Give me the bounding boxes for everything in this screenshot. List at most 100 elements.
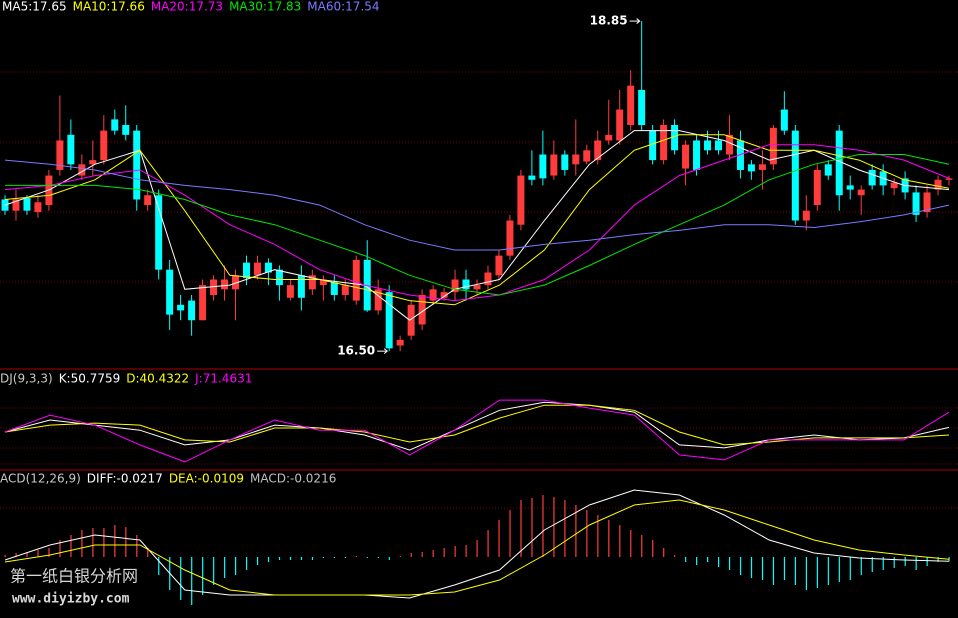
candle-body [199, 285, 207, 321]
candle-body [188, 300, 196, 321]
macd-bar [70, 535, 72, 557]
macd-bar [498, 520, 500, 557]
macd-bar [685, 557, 687, 562]
candle-body [232, 275, 240, 290]
macd-bar [849, 557, 851, 580]
candle-body [923, 192, 931, 213]
macd-bar [860, 557, 862, 575]
candle-body [56, 140, 64, 170]
candle-body [791, 130, 799, 221]
macd-bar [311, 557, 314, 560]
candle-body [638, 89, 646, 126]
macd-bar [948, 557, 950, 562]
macd-bar [344, 557, 346, 558]
macd-bar [289, 557, 292, 560]
watermark-title: 第一纸白银分析网 [10, 567, 138, 586]
candle-body [374, 289, 382, 311]
macd-bar [871, 557, 873, 572]
macd-bar [410, 553, 412, 557]
macd-bar [158, 557, 160, 575]
extreme-label: 18.85 [590, 14, 628, 28]
candle-body [23, 198, 31, 211]
legend-entry: K:50.7759 [59, 372, 121, 386]
macd-bar [465, 545, 467, 557]
macd-bar [147, 548, 149, 557]
macd-bar [520, 500, 522, 557]
macd-bar [904, 557, 906, 566]
candle-body [934, 179, 942, 190]
candle-body [714, 140, 722, 151]
macd-bar [432, 550, 434, 557]
macd-bar [256, 557, 259, 565]
macd-bar [674, 555, 676, 557]
candle-body [517, 175, 525, 225]
macd-bar [213, 557, 215, 585]
candle-body [605, 134, 613, 141]
line [4, 159, 950, 251]
macd-bar [92, 528, 94, 557]
candle-body [89, 160, 97, 165]
candle-body [100, 130, 108, 161]
candle-body [583, 150, 591, 162]
candle-body [561, 154, 569, 170]
line [4, 130, 950, 321]
candle-body [363, 259, 371, 311]
macd-bar [125, 527, 127, 557]
macd-bar [586, 510, 588, 557]
macd-bar [103, 528, 105, 557]
macd-bar [388, 557, 390, 560]
candle-body [649, 130, 657, 161]
macd-bar [191, 557, 193, 605]
candle-body [352, 259, 360, 301]
extreme-arrow-head [383, 348, 388, 355]
candle-body [660, 125, 668, 161]
macd-bar [245, 557, 248, 570]
candle-body [758, 164, 766, 170]
candle-body [890, 182, 898, 189]
macd-bar [81, 530, 83, 557]
candle-body [736, 140, 744, 170]
macd-bar [4, 555, 6, 557]
macd-bar [772, 557, 775, 585]
candle-body [275, 269, 283, 286]
candle-body [297, 275, 305, 298]
candle-body [34, 202, 42, 213]
candle-body [67, 134, 75, 165]
macd-bar [235, 557, 237, 575]
macd-bar [553, 497, 555, 557]
candle-body [780, 109, 788, 131]
macd-bar [322, 557, 325, 558]
line [4, 144, 950, 302]
candle-body [550, 154, 558, 176]
candle-body [484, 272, 492, 286]
candle-body [857, 189, 865, 196]
macd-bar [794, 557, 797, 585]
extreme-arrow-head [636, 18, 641, 24]
candle-body [704, 140, 712, 151]
macd-bar [267, 557, 270, 562]
candle-body [111, 119, 119, 131]
macd-bar [59, 540, 61, 557]
macd-bar [454, 546, 456, 557]
macd-bar [707, 557, 709, 562]
candle-body [616, 109, 624, 141]
candle-body [308, 275, 316, 290]
macd-bar [26, 552, 28, 557]
candle-body [627, 85, 635, 126]
legend-entry: D:40.4322 [126, 372, 189, 386]
macd-bar [630, 530, 632, 557]
line [5, 154, 950, 296]
candle-body [539, 154, 547, 179]
candle-body [253, 262, 261, 276]
candle-body [835, 130, 843, 196]
candle-body [155, 195, 163, 270]
marks: MA5:17.65 MA10:17.66 MA20:17.73 MA30:17.83 M… [0, 0, 953, 605]
macd-bar [443, 548, 445, 557]
macd-bar [882, 557, 884, 570]
macd-bar [783, 557, 786, 580]
candle-body [396, 339, 404, 346]
candle-body [133, 130, 141, 200]
candle-body [122, 125, 130, 135]
macd-bar [761, 557, 764, 580]
macd-bar [893, 557, 895, 568]
